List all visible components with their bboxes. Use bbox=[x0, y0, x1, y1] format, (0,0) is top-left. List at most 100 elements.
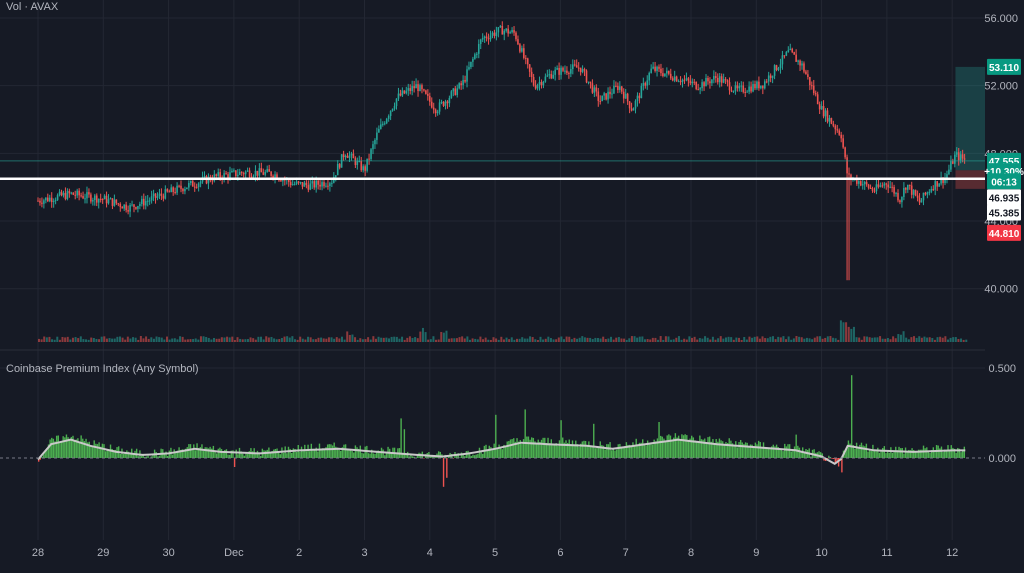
premium-bar bbox=[833, 458, 835, 459]
candle-body bbox=[334, 175, 337, 178]
candle-body bbox=[622, 91, 625, 99]
premium-bar bbox=[593, 423, 595, 458]
volume-bar bbox=[124, 339, 127, 342]
volume-bar bbox=[380, 337, 383, 342]
candle-body bbox=[264, 171, 267, 175]
premium-bar bbox=[860, 442, 863, 458]
candle-body bbox=[389, 110, 392, 117]
time-tick-label: Dec bbox=[224, 547, 244, 559]
candle-body bbox=[797, 60, 799, 62]
candle-body bbox=[39, 200, 41, 203]
premium-bar bbox=[95, 443, 97, 458]
premium-bar bbox=[330, 444, 332, 458]
candle-body bbox=[715, 76, 717, 78]
volume-bar bbox=[145, 336, 148, 342]
premium-bar bbox=[940, 446, 943, 458]
premium-bar bbox=[953, 448, 956, 458]
candle-body bbox=[738, 86, 741, 89]
volume-bar bbox=[236, 337, 239, 342]
premium-bar bbox=[493, 443, 495, 458]
time-tick-label: 10 bbox=[815, 547, 827, 559]
premium-bar bbox=[318, 443, 321, 458]
volume-bar bbox=[351, 334, 354, 342]
candle-body bbox=[548, 74, 551, 76]
premium-bar bbox=[266, 449, 268, 458]
volume-bar bbox=[834, 338, 837, 342]
premium-bar bbox=[529, 439, 531, 458]
price-candles[interactable] bbox=[37, 21, 966, 281]
candle-body bbox=[887, 184, 890, 188]
premium-bar bbox=[62, 436, 64, 458]
premium-bar bbox=[39, 458, 42, 460]
premium-axis[interactable]: 0.500 0.000 bbox=[988, 363, 1016, 465]
premium-bar bbox=[171, 454, 174, 458]
time-axis[interactable]: 28 29 30 Dec 2 3 4 5 6 7 8 9 10 11 12 bbox=[32, 547, 958, 559]
candle-body bbox=[207, 176, 210, 184]
premium-bar bbox=[914, 452, 917, 458]
candle-body bbox=[456, 88, 459, 95]
premium-bar bbox=[429, 456, 432, 458]
candle-body bbox=[957, 152, 960, 161]
candle-body bbox=[783, 55, 786, 57]
volume-bar bbox=[944, 336, 947, 342]
long-position-box[interactable] bbox=[955, 66, 985, 189]
premium-bar bbox=[44, 451, 46, 458]
premium-bar bbox=[498, 444, 500, 458]
volume-bar bbox=[335, 337, 338, 342]
premium-bar bbox=[157, 456, 159, 458]
premium-bar bbox=[287, 446, 290, 458]
premium-bar bbox=[813, 449, 815, 458]
volume-bar bbox=[529, 336, 532, 342]
candle-body bbox=[103, 195, 106, 200]
candle-body bbox=[597, 91, 600, 101]
candle-body bbox=[936, 181, 938, 187]
premium-bar bbox=[780, 448, 783, 458]
volume-bar bbox=[338, 338, 341, 342]
volume-bar bbox=[709, 339, 712, 342]
candle-body bbox=[405, 90, 408, 94]
volume-bar bbox=[576, 338, 579, 342]
candle-body bbox=[301, 182, 304, 187]
premium-bar bbox=[782, 451, 784, 458]
candle-body bbox=[158, 193, 161, 197]
candle-body bbox=[479, 39, 482, 44]
volume-bar bbox=[816, 336, 819, 342]
candle-body bbox=[517, 39, 519, 45]
volume-bar bbox=[696, 339, 699, 342]
volume-bar bbox=[468, 339, 471, 342]
candle-body bbox=[636, 95, 639, 101]
candle-body bbox=[166, 189, 169, 192]
price-tag bbox=[987, 224, 1021, 241]
candle-body bbox=[787, 50, 790, 53]
premium-bar bbox=[464, 456, 466, 458]
premium-bar bbox=[775, 444, 778, 458]
candle-body bbox=[762, 85, 764, 89]
premium-bar bbox=[402, 453, 404, 458]
candle-body bbox=[123, 204, 125, 209]
volume-bar bbox=[215, 338, 218, 342]
candle-body bbox=[830, 118, 833, 124]
premium-bar bbox=[655, 441, 657, 458]
candle-body bbox=[284, 179, 286, 181]
premium-bar bbox=[757, 440, 760, 458]
candle-body bbox=[605, 93, 607, 100]
candle-body bbox=[707, 77, 709, 82]
candle-body bbox=[675, 76, 678, 82]
premium-bar bbox=[491, 450, 494, 458]
candle-body bbox=[176, 185, 178, 193]
candle-body bbox=[877, 184, 880, 187]
premium-bar bbox=[906, 451, 908, 458]
candle-body bbox=[323, 182, 325, 187]
premium-bar bbox=[821, 453, 823, 458]
volume-bar bbox=[307, 336, 310, 342]
candle-body bbox=[139, 203, 141, 207]
volume-bar bbox=[270, 336, 273, 342]
volume-bar bbox=[359, 338, 362, 342]
candle-body bbox=[773, 65, 776, 76]
candle-body bbox=[142, 198, 145, 206]
premium-bar bbox=[47, 444, 50, 458]
volume-bar bbox=[374, 338, 377, 342]
candle-body bbox=[611, 93, 613, 95]
volume-bar bbox=[343, 339, 346, 342]
